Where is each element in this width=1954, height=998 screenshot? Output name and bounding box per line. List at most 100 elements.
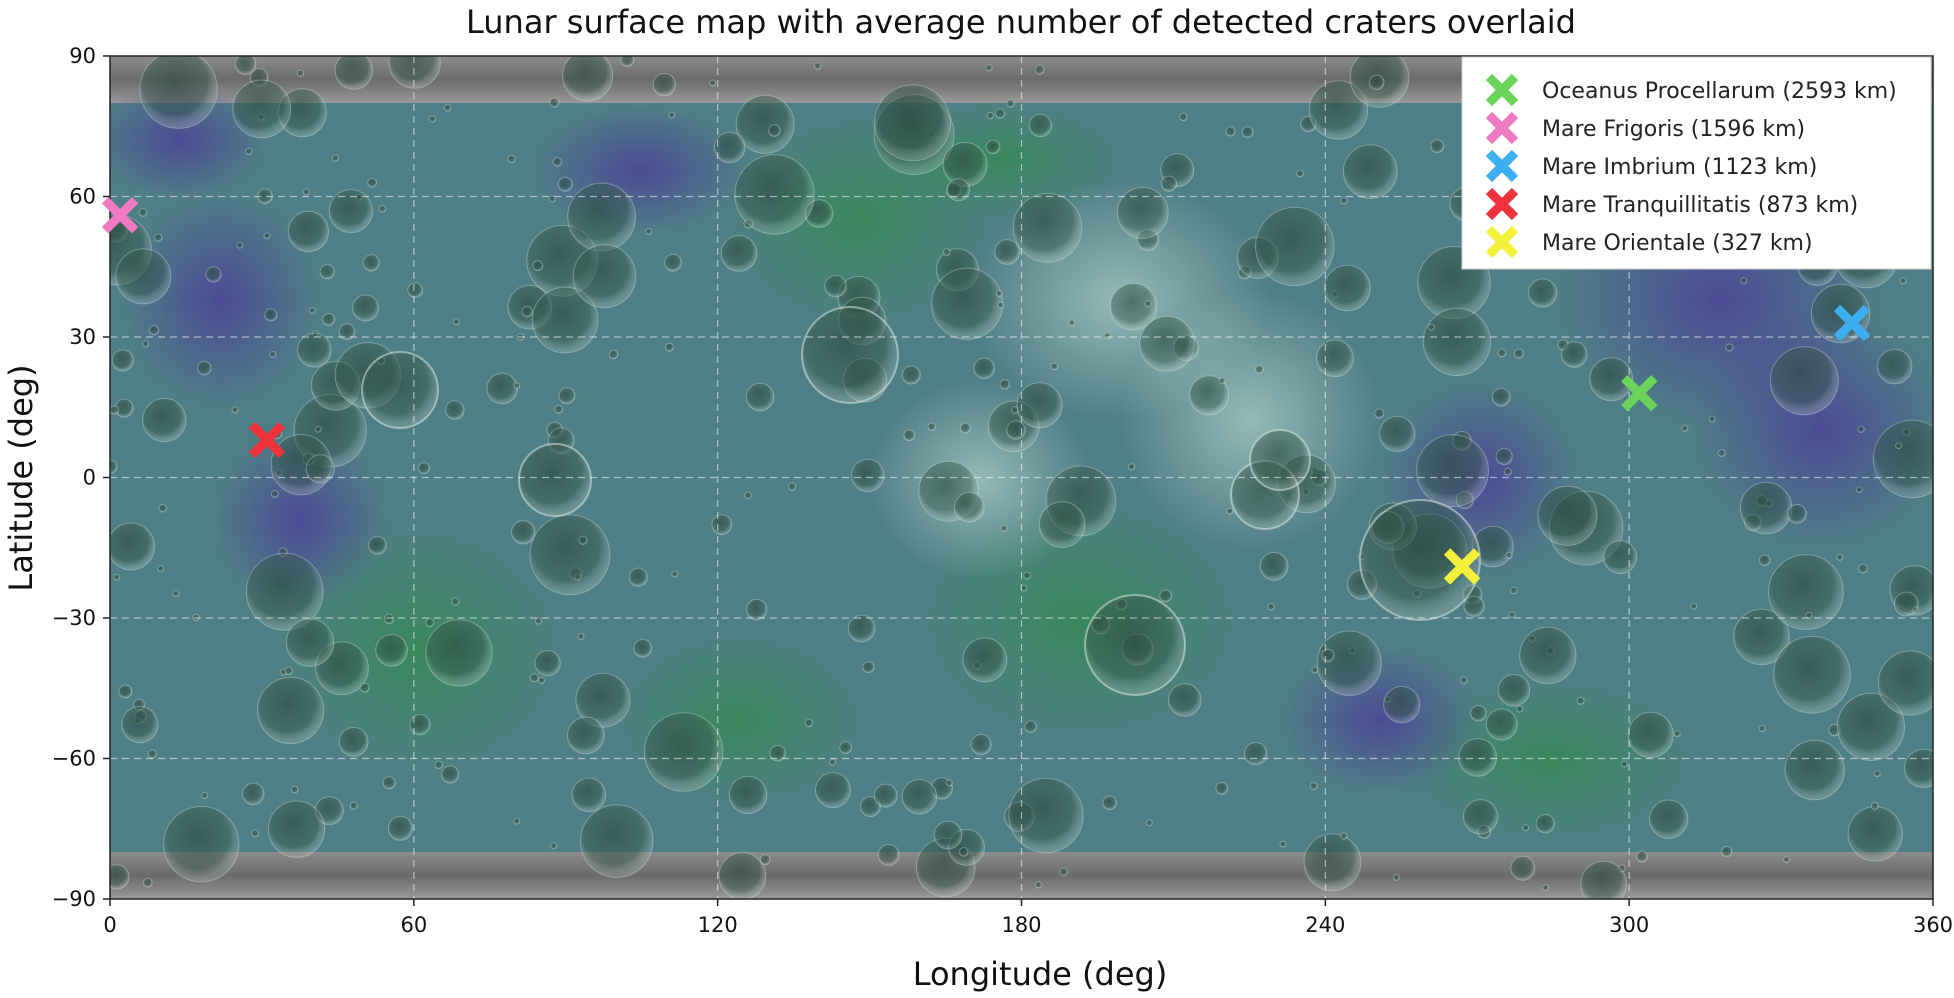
- x-tick-label: 0: [103, 913, 116, 937]
- crater: [110, 522, 155, 571]
- crater: [933, 820, 963, 850]
- crater: [1159, 589, 1173, 603]
- crater: [671, 570, 679, 578]
- crater: [1580, 860, 1628, 899]
- crater: [1340, 197, 1348, 205]
- crater: [1374, 408, 1385, 419]
- overlay-patch: [530, 105, 750, 235]
- crater: [959, 422, 972, 434]
- crater: [1508, 611, 1516, 619]
- crater: [121, 706, 159, 744]
- crater: [1877, 650, 1933, 716]
- crater: [234, 56, 257, 76]
- crater: [172, 589, 180, 598]
- legend-label: Oceanus Procellarum (2593 km): [1542, 79, 1897, 104]
- crater: [245, 147, 253, 156]
- crater: [445, 400, 465, 420]
- crater: [668, 111, 676, 119]
- legend-marker-0: [1485, 73, 1519, 107]
- crater: [578, 535, 588, 545]
- crater: [1733, 608, 1790, 666]
- crater: [804, 718, 814, 728]
- crater: [901, 365, 921, 385]
- crater: [1050, 362, 1059, 371]
- crater: [1903, 748, 1933, 788]
- crater: [452, 318, 460, 326]
- crater: [287, 210, 330, 253]
- crater: [534, 650, 561, 677]
- crater: [1872, 419, 1933, 499]
- crater: [388, 56, 441, 89]
- crater: [367, 177, 378, 188]
- crater: [970, 734, 992, 756]
- crater: [142, 340, 150, 348]
- crater: [1522, 824, 1530, 832]
- crater: [1179, 112, 1188, 122]
- crater: [113, 573, 121, 581]
- marker-x-4: [1443, 548, 1481, 585]
- crater: [1836, 553, 1844, 561]
- crater: [486, 372, 519, 405]
- crater: [322, 312, 336, 326]
- crater: [1510, 586, 1518, 595]
- crater: [1463, 595, 1485, 617]
- crater: [434, 760, 444, 770]
- crater: [349, 801, 358, 810]
- crater: [196, 360, 212, 376]
- legend-box: [1461, 56, 1932, 270]
- crater: [554, 404, 564, 414]
- crater: [664, 253, 682, 272]
- markers: [101, 197, 1871, 585]
- crater: [1244, 742, 1268, 766]
- crater: [1241, 126, 1254, 139]
- overlay-patch: [270, 520, 570, 780]
- crater: [1160, 175, 1178, 192]
- crater: [451, 597, 460, 606]
- crater: [142, 397, 187, 443]
- crater: [824, 274, 847, 298]
- crater: [1103, 332, 1111, 340]
- crater: [1259, 551, 1289, 581]
- crater: [368, 536, 387, 555]
- crater: [1497, 674, 1531, 707]
- crater: [383, 613, 395, 625]
- marker-x-2: [1833, 304, 1871, 342]
- crater: [1379, 415, 1416, 453]
- crater: [1218, 377, 1226, 385]
- crater: [1589, 357, 1634, 402]
- crater: [1116, 186, 1169, 239]
- crater: [1708, 415, 1716, 423]
- crater: [1254, 365, 1264, 374]
- crater: [375, 634, 409, 667]
- crater: [1485, 708, 1518, 741]
- y-tick-label: 60: [69, 185, 96, 209]
- crater: [942, 248, 951, 256]
- crater: [1309, 782, 1318, 791]
- crater: [511, 520, 536, 545]
- crater: [1422, 307, 1492, 377]
- crater: [711, 514, 733, 535]
- x-tick-label: 60: [400, 913, 427, 937]
- crater: [1768, 554, 1844, 630]
- crater: [557, 176, 573, 192]
- crater: [1783, 856, 1790, 864]
- crater: [352, 294, 380, 322]
- crater: [1189, 375, 1230, 416]
- crater: [1034, 64, 1045, 75]
- crater: [147, 749, 157, 759]
- crater: [954, 491, 985, 523]
- crater: [985, 64, 993, 72]
- crater: [409, 714, 431, 736]
- crater: [245, 552, 324, 631]
- legend-marker-1: [1485, 111, 1519, 145]
- crater: [877, 843, 900, 866]
- y-axis-label: Latitude (deg): [2, 364, 40, 591]
- crater: [1038, 501, 1086, 548]
- crater: [1505, 551, 1513, 560]
- crater: [1535, 814, 1556, 834]
- crater: [1541, 884, 1550, 892]
- crater-large: [518, 443, 592, 517]
- y-tick-label: −30: [52, 606, 96, 630]
- crater: [839, 741, 853, 754]
